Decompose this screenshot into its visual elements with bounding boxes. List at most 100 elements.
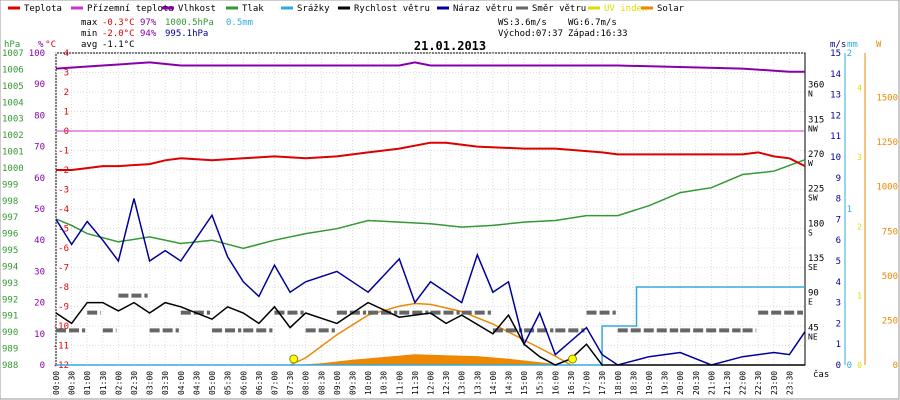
stat-max-rain: 0.5mm xyxy=(226,18,253,28)
x-tick-label: 20:30 xyxy=(692,371,701,395)
axis-tick-w: 1500 xyxy=(876,94,898,104)
series-solar-measured xyxy=(293,354,565,365)
axis-tick-hpa: 993 xyxy=(2,279,18,289)
axis-tick-pct: 90 xyxy=(34,80,45,90)
axis-tick-uv: 3 xyxy=(857,153,862,162)
x-tick-label: 22:30 xyxy=(754,371,763,395)
x-tick-label: 09:00 xyxy=(333,371,342,395)
axis-tick-dir: 45 xyxy=(808,323,819,333)
legend-label: Srážky xyxy=(297,4,330,14)
axis-tick-degc: 0 xyxy=(64,127,69,137)
axis-tick-dir: 360 xyxy=(808,81,824,91)
x-tick-label: 15:30 xyxy=(536,371,545,395)
axis-tick-ms: 1 xyxy=(836,340,841,350)
stat-min-press: 995.1hPa xyxy=(165,29,208,39)
x-tick-label: 04:30 xyxy=(192,371,201,395)
x-tick-label: 21:30 xyxy=(723,371,732,395)
wind-ws: WS:3.6m/s xyxy=(498,18,547,28)
axis-tick-pct: 60 xyxy=(34,174,45,184)
axis-tick-mm: 2 xyxy=(847,49,852,59)
x-tick-label: 19:00 xyxy=(645,371,654,395)
legend-label: Vlhkost xyxy=(178,4,216,14)
axis-tick-dir-label: N xyxy=(808,90,813,99)
chart-title: 21.01.2013 xyxy=(414,39,486,53)
series-wind-gust xyxy=(55,198,806,366)
axis-tick-hpa: 996 xyxy=(2,230,18,240)
axis-tick-dir-label: SE xyxy=(808,263,818,272)
legend-label: UV index xyxy=(604,4,648,14)
axis-tick-dir-label: SW xyxy=(808,194,818,203)
x-tick-label: 15:00 xyxy=(520,371,529,395)
axis-tick-ms: 0 xyxy=(836,361,841,371)
sunset-time: Západ:16:33 xyxy=(568,29,628,39)
stat-min-hum: 94% xyxy=(140,29,157,39)
x-tick-label: 05:30 xyxy=(224,371,233,395)
axis-tick-ms: 4 xyxy=(836,278,841,288)
stat-min-temp: -2.0°C xyxy=(102,29,135,39)
x-tick-label: 20:00 xyxy=(676,371,685,395)
axis-tick-pct: 100 xyxy=(29,49,45,59)
axis-tick-hpa: 1000 xyxy=(2,164,24,174)
axis-tick-hpa: 1007 xyxy=(2,49,24,59)
x-tick-label: 13:00 xyxy=(458,371,467,395)
axis-tick-dir-label: E xyxy=(808,298,813,307)
axis-tick-degc: 1 xyxy=(64,108,69,118)
axis-tick-hpa: 991 xyxy=(2,312,18,322)
sunset-marker xyxy=(567,354,577,364)
x-tick-label: 12:00 xyxy=(427,371,436,395)
legend-label: Teplota xyxy=(24,4,62,14)
x-tick-label: 16:30 xyxy=(567,371,576,395)
x-tick-label: 00:30 xyxy=(68,371,77,395)
axis-tick-ms: 6 xyxy=(836,236,841,246)
series-wind-speed xyxy=(55,301,805,366)
axis-tick-pct: 10 xyxy=(34,330,45,340)
axis-tick-dir-label: W xyxy=(808,159,813,168)
axis-tick-hpa: 1005 xyxy=(2,82,24,92)
x-tick-label: 21:00 xyxy=(707,371,716,395)
x-tick-label: 07:00 xyxy=(270,371,279,395)
x-tick-label: 14:00 xyxy=(489,371,498,395)
series-rain xyxy=(56,286,805,366)
axis-tick-degc: -5 xyxy=(58,225,69,235)
axis-tick-degc: -7 xyxy=(58,264,69,274)
axis-tick-hpa: 1002 xyxy=(2,131,24,141)
axis-tick-degc: -11 xyxy=(53,342,69,352)
axis-tick-degc: 3 xyxy=(64,69,69,79)
legend-label: Tlak xyxy=(242,4,264,14)
x-tick-label: 01:30 xyxy=(99,371,108,395)
axis-tick-w: 500 xyxy=(882,272,898,282)
x-tick-label: 18:00 xyxy=(614,371,623,395)
x-tick-label: 08:00 xyxy=(302,371,311,395)
axis-tick-pct: 0 xyxy=(40,361,45,371)
axis-tick-ms: 11 xyxy=(830,132,841,142)
axis-tick-pct: 20 xyxy=(34,299,45,309)
axis-tick-ms: 13 xyxy=(830,91,841,101)
stat-avg-temp: -1.1°C xyxy=(102,40,135,50)
stat-max-label: max xyxy=(81,18,98,28)
axis-tick-ms: 7 xyxy=(836,215,841,225)
axis-tick-degc: -8 xyxy=(58,283,69,293)
axis-tick-pct: 80 xyxy=(34,111,45,121)
axis-tick-hpa: 1006 xyxy=(2,65,24,75)
axis-tick-pct: 30 xyxy=(34,267,45,277)
axis-tick-w: 0 xyxy=(893,361,898,371)
series-humidity xyxy=(55,61,805,73)
sunrise-time: Východ:07:37 xyxy=(498,29,563,39)
stat-max-press: 1000.5hPa xyxy=(165,18,214,28)
axis-tick-dir: 135 xyxy=(808,254,824,264)
x-tick-label: 09:30 xyxy=(348,371,357,395)
x-tick-label: 07:30 xyxy=(286,371,295,395)
axis-tick-w: 250 xyxy=(882,316,898,326)
x-tick-label: 03:30 xyxy=(161,371,170,395)
axis-tick-mm: 1 xyxy=(847,205,852,215)
series-temperature xyxy=(56,141,806,171)
axis-tick-hpa: 999 xyxy=(2,180,18,190)
series-solar xyxy=(289,302,572,366)
x-tick-label: 23:30 xyxy=(785,371,794,395)
axis-tick-ms: 5 xyxy=(836,257,841,267)
x-axis-unit-label: čas xyxy=(813,369,829,380)
x-tick-label: 19:30 xyxy=(661,371,670,395)
axis-tick-ms: 14 xyxy=(830,70,841,80)
axis-tick-degc: 2 xyxy=(64,88,69,98)
axis-tick-degc: -4 xyxy=(58,205,69,215)
